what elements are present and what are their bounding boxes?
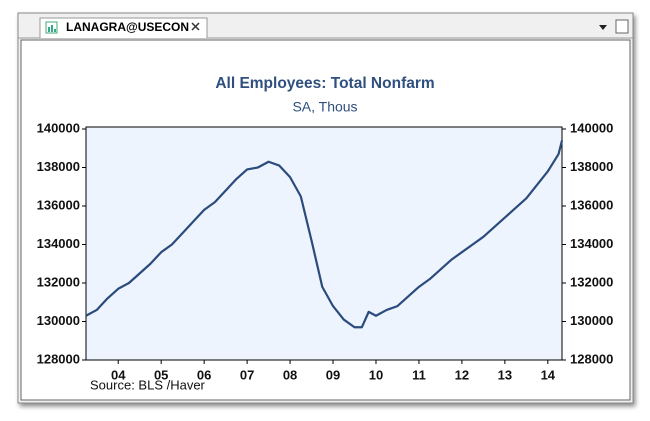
tab-title: LANAGRA@USECON: [66, 20, 189, 34]
y2-tick-label: 128000: [570, 351, 613, 366]
x-tick-label: 14: [541, 367, 556, 382]
y2-tick-label: 136000: [570, 197, 613, 212]
plot-area: [85, 126, 563, 361]
y-tick-label: 130000: [37, 313, 80, 328]
x-tick-label: 08: [283, 367, 297, 382]
y2-tick-label: 134000: [570, 236, 613, 251]
icon-bar: [48, 27, 50, 32]
x-tick-label: 12: [455, 367, 469, 382]
plot: 128000 130000 132000 134000 136000 138000 1400…: [37, 120, 614, 382]
tab-close[interactable]: [191, 22, 200, 31]
y-tick-label: 132000: [37, 274, 80, 289]
chart-subtitle: SA, Thous: [292, 99, 357, 115]
y2-tick-label: 138000: [570, 159, 613, 174]
y2-tick-label: 140000: [570, 120, 613, 135]
x-tick-label: 11: [412, 367, 426, 382]
x-tick-label: 13: [498, 367, 512, 382]
y-tick-label: 134000: [37, 236, 80, 251]
x-tick-label: 05: [154, 367, 168, 382]
series-line: [85, 140, 564, 329]
dropdown[interactable]: [599, 25, 607, 30]
y-tick-label: 136000: [37, 197, 80, 212]
source-note: Source: BLS /Haver: [90, 377, 206, 392]
y2-tick-label: 132000: [570, 274, 613, 289]
x-tick-label: 09: [326, 367, 340, 382]
icon-bar: [54, 29, 56, 32]
y2-tick-label: 130000: [570, 313, 613, 328]
y-tick-label: 138000: [37, 159, 80, 174]
x-tick-label: 07: [240, 367, 254, 382]
tab[interactable]: [39, 17, 208, 38]
y-tick-label: 140000: [37, 120, 80, 135]
icon-bar: [51, 25, 53, 32]
y-tick-label: 128000: [37, 351, 80, 366]
chart-title: All Employees: Total Nonfarm: [215, 75, 434, 92]
x-tick-label: 04: [111, 367, 126, 382]
x-tick-label: 06: [197, 367, 211, 382]
maximize-button[interactable]: [615, 19, 629, 34]
x-tick-label: 10: [369, 367, 383, 382]
